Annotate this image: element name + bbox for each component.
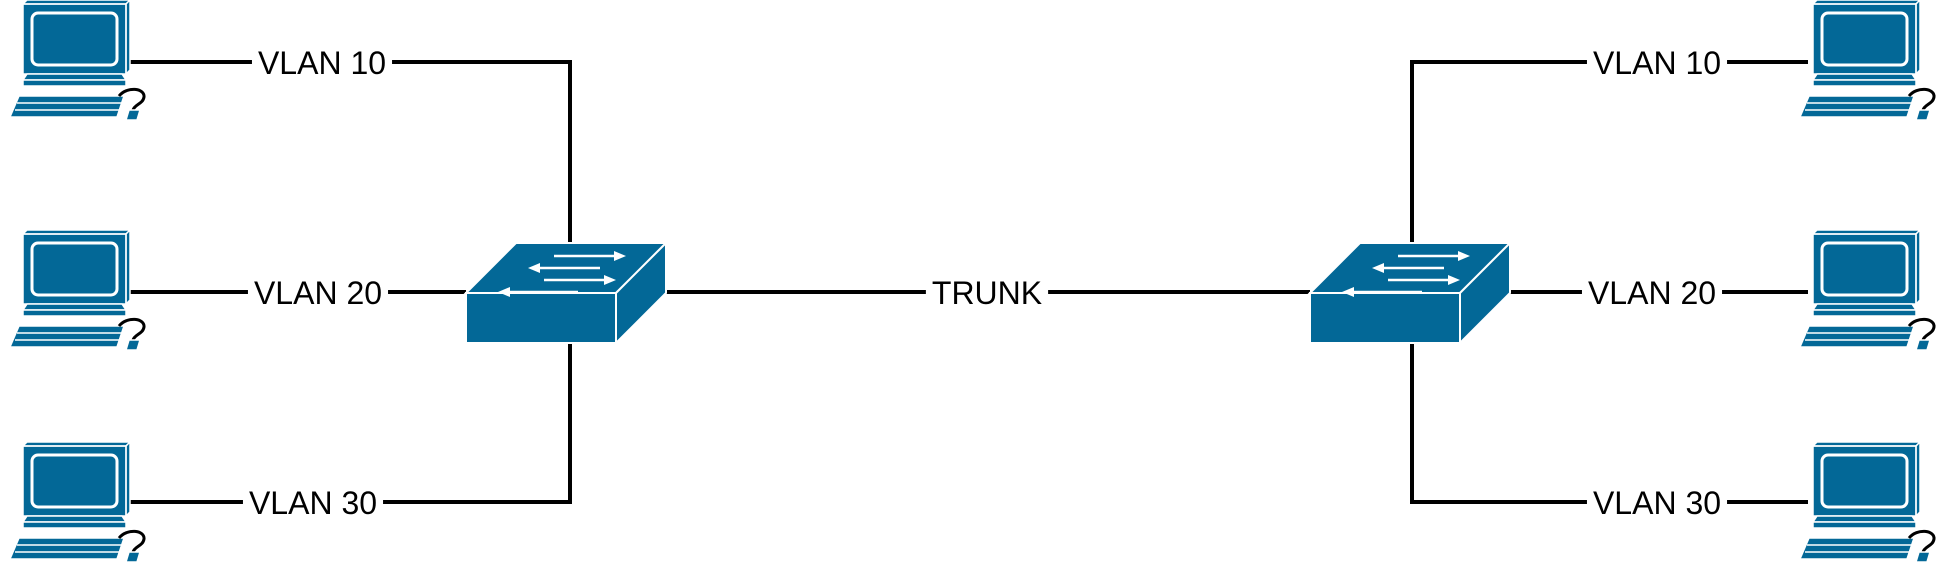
link-right-vlan10 — [1410, 60, 1808, 243]
right-vlan10-label: VLAN 10 — [1593, 45, 1721, 81]
workstation-icon — [8, 228, 146, 352]
workstation-icon — [1798, 228, 1936, 352]
right-host-vlan10[interactable] — [1798, 0, 1936, 122]
left-switch[interactable] — [464, 241, 668, 345]
trunk-label: TRUNK — [932, 275, 1042, 311]
left-vlan20-label: VLAN 20 — [254, 275, 382, 311]
workstation-icon — [8, 440, 146, 564]
link-right-vlan30 — [1410, 340, 1808, 504]
right-switch[interactable] — [1308, 241, 1512, 345]
network-switch-icon — [1308, 241, 1512, 345]
right-vlan20-label: VLAN 20 — [1588, 275, 1716, 311]
network-switch-icon — [464, 241, 668, 345]
link-left-vlan10 — [130, 60, 572, 243]
link-left-vlan30 — [130, 340, 572, 504]
workstation-icon — [8, 0, 146, 122]
left-host-vlan20[interactable] — [8, 228, 146, 352]
right-host-vlan30[interactable] — [1798, 440, 1936, 564]
right-host-vlan20[interactable] — [1798, 228, 1936, 352]
workstation-icon — [1798, 0, 1936, 122]
left-vlan10-label: VLAN 10 — [258, 45, 386, 81]
right-vlan30-label: VLAN 30 — [1593, 485, 1721, 521]
left-vlan30-label: VLAN 30 — [249, 485, 377, 521]
left-host-vlan10[interactable] — [8, 0, 146, 122]
workstation-icon — [1798, 440, 1936, 564]
left-host-vlan30[interactable] — [8, 440, 146, 564]
